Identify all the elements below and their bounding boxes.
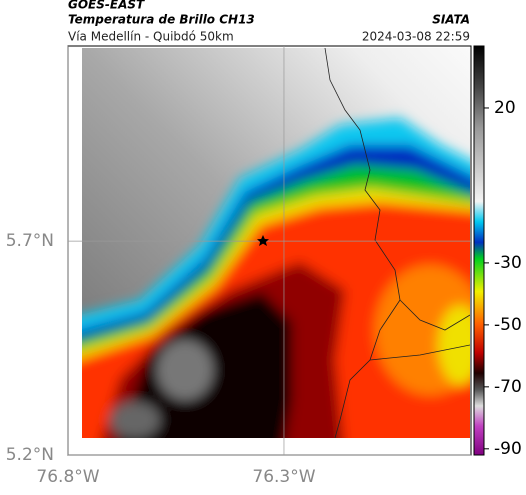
colorbar-tick-label: -30 bbox=[494, 253, 522, 273]
source: SIATA bbox=[432, 13, 470, 27]
colorbar-tick-label: 20 bbox=[494, 98, 516, 118]
grid bbox=[67, 46, 471, 456]
location-marker bbox=[257, 235, 269, 246]
colorbar bbox=[473, 45, 485, 456]
region: Vía Medellín - Quibdó 50km bbox=[68, 30, 234, 44]
subtitle: Temperatura de Brillo CH13 bbox=[68, 13, 255, 27]
satellite-image bbox=[82, 48, 470, 438]
datetime: 2024-03-08 22:59 bbox=[362, 30, 470, 44]
y-tick-label: 5.7°N bbox=[6, 231, 54, 251]
x-tick-label: 76.8°W bbox=[36, 467, 99, 487]
colorbar-tick-label: -50 bbox=[494, 315, 522, 335]
colorbar-tick-label: -90 bbox=[494, 439, 522, 459]
x-tick-label: 76.3°W bbox=[252, 467, 315, 487]
title: GOES-EAST bbox=[68, 0, 145, 12]
y-tick-label: 5.2°N bbox=[6, 445, 54, 465]
colorbar-tick-label: -70 bbox=[494, 377, 522, 397]
